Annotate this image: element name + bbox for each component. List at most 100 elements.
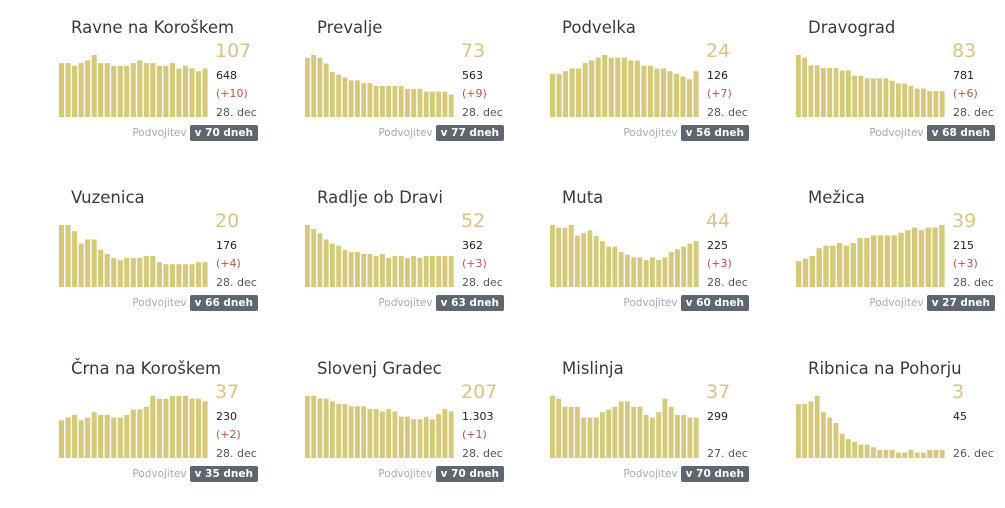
trend-bar xyxy=(143,256,149,287)
doubling-label: Podvojitev xyxy=(132,468,187,480)
active-cases-count: 39 xyxy=(952,210,977,232)
trend-bar xyxy=(933,449,939,458)
active-cases-count: 20 xyxy=(215,210,240,232)
trend-bar xyxy=(305,225,310,287)
trend-bar xyxy=(896,83,901,117)
trend-bar xyxy=(650,257,655,287)
municipality-card[interactable]: Črna na Koroškem 37 230 (+2) 28. dec Podvojit… xyxy=(59,358,305,508)
trend-bar xyxy=(78,63,84,117)
doubling-time: Podvojitev v 66 dneh xyxy=(132,295,258,311)
trend-bar xyxy=(932,227,938,287)
municipality-name: Slovenj Gradec xyxy=(317,359,442,378)
trend-bar xyxy=(631,257,637,287)
last-update-date: 28. dec xyxy=(216,276,257,289)
municipality-card[interactable]: Ravne na Koroškem 107 648 (+10) 28. dec Podvo… xyxy=(59,17,305,167)
trend-bar xyxy=(660,68,666,117)
trend-bar xyxy=(182,65,189,117)
trend-bar xyxy=(442,256,448,287)
trend-bar xyxy=(871,235,877,287)
trend-bar xyxy=(857,237,863,287)
municipality-card[interactable]: Dravograd 83 781 (+6) 28. dec Podvojitev v 68 … xyxy=(796,17,1005,167)
trend-bar xyxy=(111,258,117,287)
trend-bar xyxy=(169,63,175,117)
trend-bar xyxy=(195,71,202,117)
municipality-card[interactable]: Prevalje 73 563 (+9) 28. dec Podvojitev v 77 d… xyxy=(305,17,551,167)
trend-bar xyxy=(169,264,175,287)
trend-bar xyxy=(150,256,156,287)
trend-bar xyxy=(562,406,568,458)
municipality-card[interactable]: Mislinja 37 299 27. dec Podvojitev v 70 dneh xyxy=(550,358,796,508)
trend-bar xyxy=(448,256,454,287)
trend-bar xyxy=(606,246,612,287)
municipality-name: Črna na Koroškem xyxy=(71,359,222,378)
trend-bar xyxy=(883,78,889,117)
trend-bar xyxy=(124,258,130,287)
doubling-time: Podvojitev v 70 dneh xyxy=(378,466,504,482)
trend-sparkline xyxy=(305,55,454,117)
trend-bar xyxy=(600,241,605,287)
trend-bar xyxy=(650,417,655,458)
trend-bar xyxy=(104,253,110,287)
trend-bar xyxy=(905,230,911,287)
trend-bar xyxy=(550,396,555,458)
doubling-time: Podvojitev v 35 dneh xyxy=(132,466,258,482)
trend-bar xyxy=(631,406,637,458)
municipality-card[interactable]: Slovenj Gradec 207 1.303 (+1) 28. dec Podvoji… xyxy=(305,358,551,508)
trend-sparkline xyxy=(550,55,699,117)
doubling-badge: v 66 dneh xyxy=(189,295,258,311)
trend-bar xyxy=(823,245,829,287)
doubling-label: Podvojitev xyxy=(869,127,924,139)
trend-bar xyxy=(883,449,889,458)
last-update-date: 28. dec xyxy=(462,106,503,119)
municipality-card[interactable]: Muta 44 225 (+3) 28. dec Podvojitev v 60 dneh xyxy=(550,187,796,337)
municipality-card[interactable]: Podvelka 24 126 (+7) 28. dec Podvojitev v 56 d… xyxy=(550,17,796,167)
municipality-card[interactable]: Mežica 39 215 (+3) 28. dec Podvojitev v 27 dne… xyxy=(796,187,1005,337)
trend-bar xyxy=(72,231,78,287)
doubling-label: Podvojitev xyxy=(378,127,433,139)
municipality-card[interactable]: Vuzenica 20 176 (+4) 28. dec Podvojitev v 66 d… xyxy=(59,187,305,337)
total-cases-count: 362 xyxy=(462,239,483,252)
trend-bar xyxy=(562,227,568,287)
trend-bar xyxy=(654,68,660,117)
trend-bar xyxy=(911,227,918,287)
trend-bar xyxy=(662,257,668,287)
trend-bar xyxy=(625,254,630,287)
total-cases-count: 126 xyxy=(707,69,728,82)
doubling-badge: v 70 dneh xyxy=(435,466,504,482)
trend-bar xyxy=(348,251,354,287)
trend-bar xyxy=(864,237,870,287)
trend-bar xyxy=(871,447,876,458)
trend-bar xyxy=(442,408,448,458)
doubling-label: Podvojitev xyxy=(132,127,187,139)
trend-bar xyxy=(858,75,864,117)
trend-bar xyxy=(686,79,693,117)
trend-bar xyxy=(914,88,920,117)
trend-bar xyxy=(65,225,71,287)
municipality-card[interactable]: Radlje ob Dravi 52 362 (+3) 28. dec Podvojite… xyxy=(305,187,551,337)
trend-bar xyxy=(939,449,945,458)
trend-sparkline xyxy=(305,225,454,287)
municipality-name: Ribnica na Pohorju xyxy=(808,359,962,378)
trend-bar xyxy=(78,420,84,458)
trend-bar xyxy=(902,83,908,117)
trend-bar xyxy=(111,417,117,458)
trend-bar xyxy=(323,63,329,117)
trend-bar xyxy=(417,258,423,287)
trend-bar xyxy=(556,398,562,458)
trend-bar xyxy=(169,396,175,458)
trend-bar xyxy=(921,88,926,117)
trend-bar xyxy=(656,412,662,458)
trend-bar xyxy=(330,71,335,117)
municipality-card[interactable]: Ribnica na Pohorju 3 45 26. dec xyxy=(796,358,1005,508)
total-cases-count: 215 xyxy=(953,239,974,252)
municipality-name: Dravograd xyxy=(808,18,896,37)
municipality-name: Mislinja xyxy=(562,359,624,378)
trend-bar xyxy=(85,239,91,287)
trend-sparkline xyxy=(550,225,699,287)
trend-bar xyxy=(550,225,555,287)
municipality-name: Podvelka xyxy=(562,18,636,37)
trend-bar xyxy=(582,63,588,117)
trend-bar xyxy=(311,396,317,458)
trend-bar xyxy=(568,225,574,287)
trend-bar xyxy=(417,88,423,117)
